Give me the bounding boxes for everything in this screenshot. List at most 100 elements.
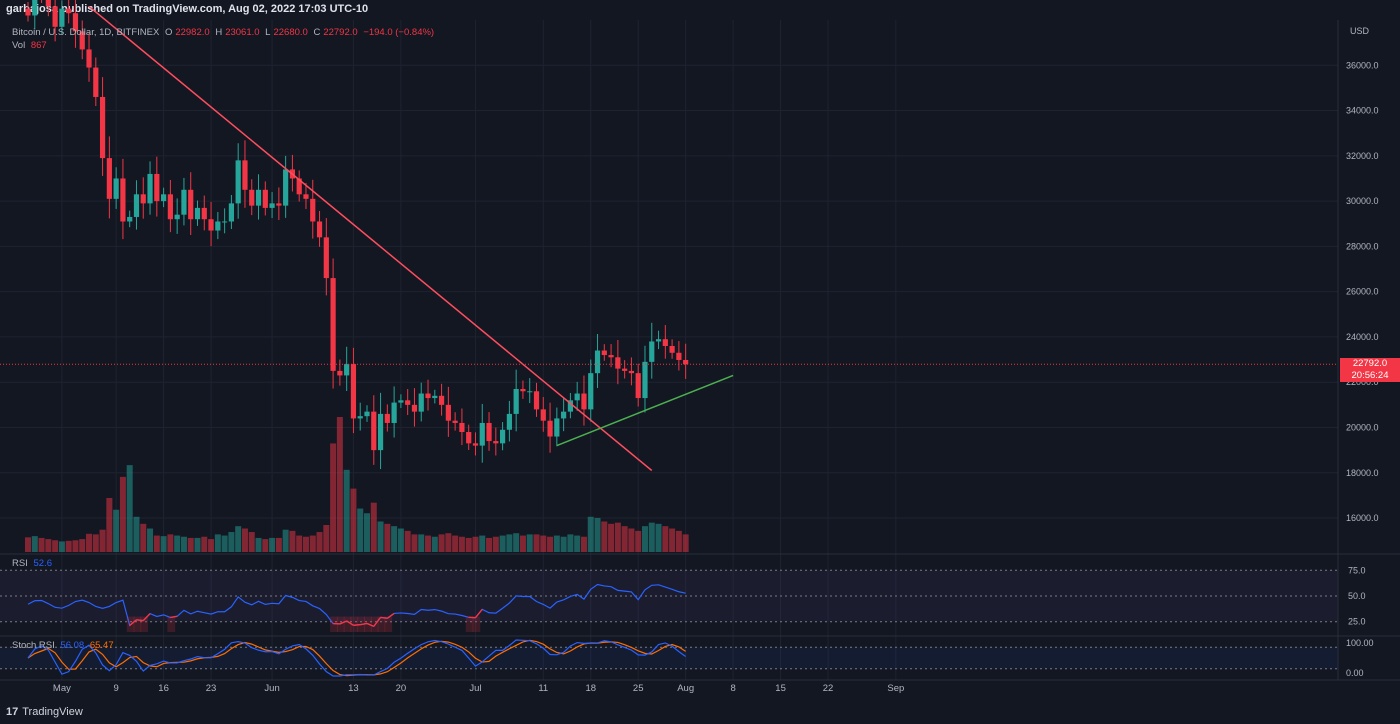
rsi-oversold-segment (474, 608, 483, 619)
candle-body (479, 422, 485, 446)
date-tick-label: 8 (730, 683, 735, 694)
rsi-oversold-segment (129, 619, 137, 626)
footer-brand[interactable]: 17 TradingView (6, 706, 83, 718)
rsi-oversold-segment (380, 616, 388, 619)
volume-bar (153, 535, 160, 552)
volume-bar (323, 525, 330, 552)
volume-bar (594, 517, 601, 552)
date-tick-label: 25 (633, 683, 644, 694)
volume-bar (486, 537, 493, 552)
rsi-oversold-zone (140, 616, 149, 632)
candle-body (391, 402, 397, 423)
candle-body (357, 416, 363, 419)
trendline-uptrend (556, 374, 734, 447)
candle-body (140, 194, 146, 204)
volume-bar (648, 522, 655, 552)
candle-body (635, 373, 641, 399)
candle-body (99, 96, 106, 159)
candle-body (472, 443, 479, 446)
volume-bar (384, 523, 391, 552)
candle-body (520, 389, 526, 392)
volume-bar (113, 509, 120, 552)
volume-legend: Vol 867 (12, 40, 50, 51)
candle-body (337, 370, 343, 376)
candle-body (506, 413, 512, 430)
volume-bar (262, 539, 269, 552)
candle-body (296, 178, 302, 195)
price-tick-label: 20000.0 (1346, 422, 1379, 432)
trendline-downtrend (88, 5, 653, 472)
candle-body (459, 422, 465, 433)
volume-bar (174, 535, 181, 552)
candle-body (622, 368, 628, 371)
candle-body (316, 221, 323, 238)
volume-bar (506, 534, 513, 552)
candle-body (466, 432, 472, 444)
candle-body (601, 350, 607, 356)
high-value: 23061.0 (225, 27, 260, 38)
price-tick-label: 28000.0 (1346, 241, 1379, 251)
candles (25, 0, 689, 470)
candle-body (228, 203, 234, 222)
candle-body (493, 441, 499, 444)
date-tick-label: May (53, 683, 71, 694)
stoch-tick-label: 100.00 (1346, 638, 1374, 648)
rsi-oversold-zone (350, 616, 359, 632)
volume-bar (547, 536, 554, 552)
volume-bar (370, 502, 377, 552)
volume-bar (431, 536, 438, 552)
candle-body (323, 237, 329, 279)
stoch-k-line (27, 639, 687, 677)
rsi-oversold-segment (366, 622, 375, 628)
date-tick-label: Aug (677, 683, 694, 694)
candle-body (567, 400, 573, 412)
volume-value: 867 (30, 40, 47, 51)
volume-bar (86, 533, 93, 552)
volume-bar (336, 417, 343, 552)
candle-body (608, 355, 614, 358)
stoch-legend: Stoch RSI 56.08 65.47 (12, 640, 117, 651)
rsi-oversold-segment (170, 615, 178, 619)
candle-body (222, 221, 228, 223)
close-value: 22792.0 (323, 27, 358, 38)
volume-bar (621, 526, 628, 552)
candle-body (45, 0, 51, 7)
price-tick-label: 30000.0 (1346, 196, 1379, 206)
rsi-oversold-zone (343, 616, 352, 632)
currency-label: USD (1350, 26, 1370, 36)
volume-bar (45, 539, 52, 552)
price-tick-label: 36000.0 (1346, 60, 1379, 70)
candle-body (371, 411, 377, 451)
candle-body (500, 429, 506, 444)
candle-body (683, 359, 689, 365)
volume-bar (411, 534, 418, 552)
candle-body (628, 370, 635, 374)
candle-body (167, 194, 173, 220)
rsi-tick-label: 75.0 (1348, 565, 1366, 575)
candle-body (32, 0, 38, 16)
volume-bar (248, 532, 255, 552)
rsi-tick-label: 25.0 (1348, 617, 1366, 627)
open-value: 22982.0 (175, 27, 210, 38)
date-tick-label: 13 (348, 683, 359, 694)
volume-bar (187, 537, 194, 552)
volume-bar (79, 539, 86, 552)
stoch-label: Stoch RSI (12, 640, 55, 651)
candle-body (255, 189, 262, 206)
volume-bar (201, 536, 208, 552)
volume-bars (25, 417, 689, 552)
volume-bar (357, 508, 364, 552)
change-value: −194.0 (−0.84%) (363, 27, 435, 38)
candle-body (581, 393, 587, 410)
volume-bar (302, 536, 309, 552)
rsi-oversold-zone (377, 616, 386, 632)
rsi-oversold-segment (346, 620, 354, 626)
candle-body (418, 393, 424, 412)
volume-bar (364, 513, 370, 552)
volume-bar (58, 541, 65, 552)
candle-body (554, 418, 560, 437)
volume-bar (458, 536, 465, 552)
volume-bar (167, 534, 174, 552)
low-value: 22680.0 (273, 27, 308, 38)
